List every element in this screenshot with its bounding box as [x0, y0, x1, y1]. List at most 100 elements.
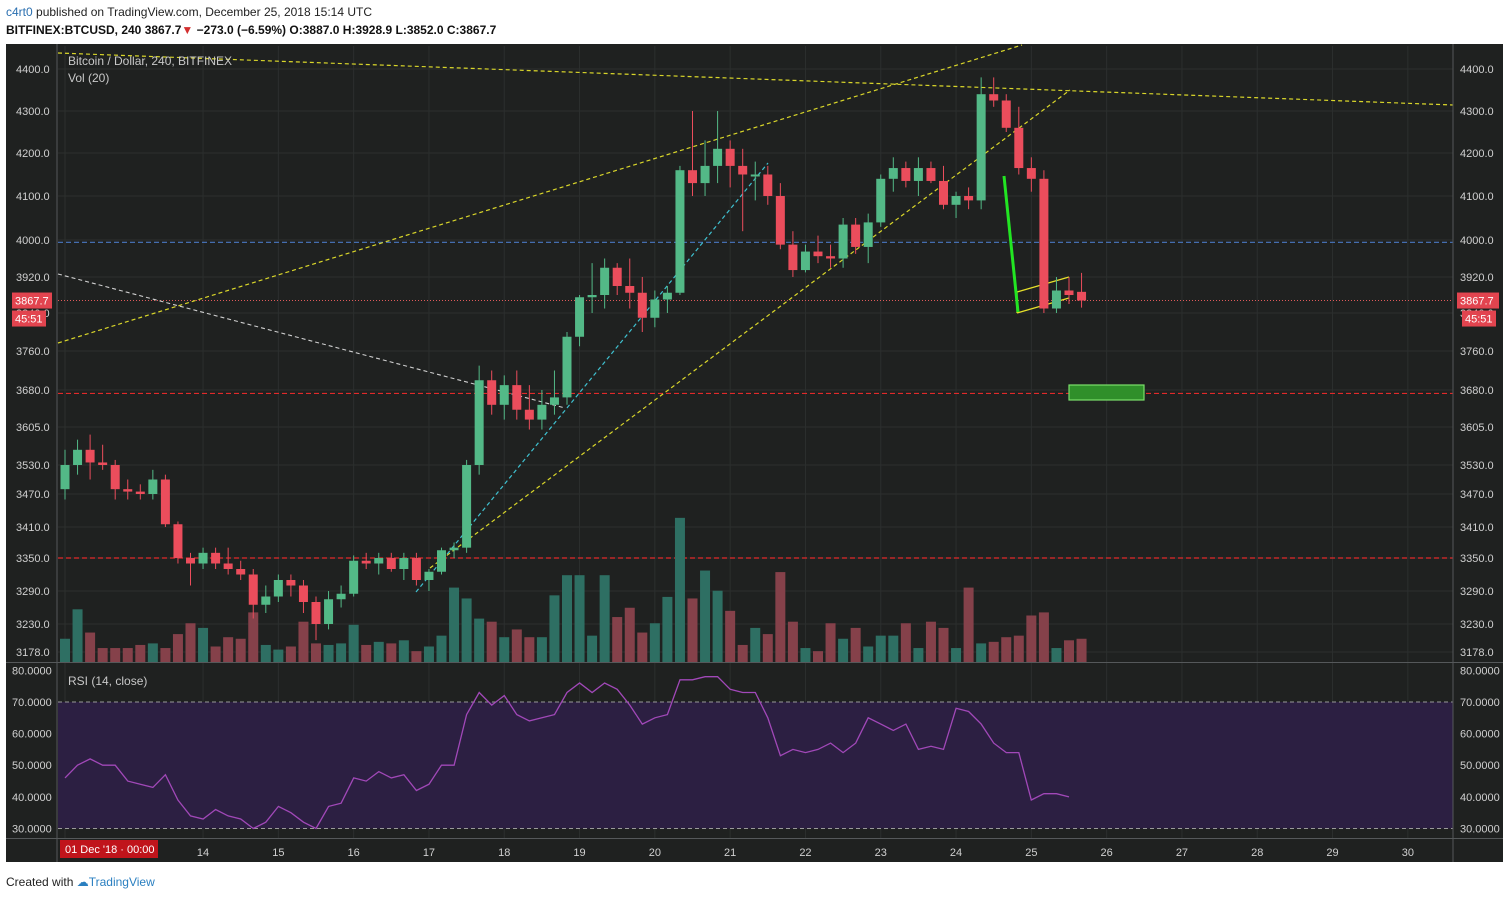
candle-body[interactable]	[361, 560, 371, 564]
candle-body[interactable]	[826, 256, 836, 259]
candle-body[interactable]	[286, 580, 296, 586]
candle-body[interactable]	[650, 299, 660, 318]
candle-body[interactable]	[537, 404, 547, 420]
author-link[interactable]: c4rt0	[6, 5, 33, 19]
candle-body[interactable]	[60, 465, 70, 490]
candle-body[interactable]	[437, 550, 446, 572]
candle-body[interactable]	[976, 94, 986, 201]
candle-body[interactable]	[713, 148, 723, 166]
candle-body[interactable]	[888, 168, 898, 179]
candle-body[interactable]	[901, 168, 911, 181]
candle-body[interactable]	[738, 165, 748, 175]
candle-body[interactable]	[512, 385, 522, 410]
candle-body[interactable]	[98, 462, 108, 465]
candle-body[interactable]	[863, 222, 873, 247]
candle-body[interactable]	[374, 558, 384, 564]
trend-line-top-falling[interactable]	[57, 52, 1454, 106]
volume-bar	[336, 643, 347, 662]
candle-body[interactable]	[236, 569, 246, 575]
candle-body[interactable]	[587, 295, 597, 298]
volume-bar	[524, 637, 535, 662]
candle-body[interactable]	[675, 170, 685, 293]
candle-body[interactable]	[73, 449, 83, 465]
candle-body[interactable]	[399, 558, 409, 569]
candle-body[interactable]	[311, 602, 321, 624]
candle-body[interactable]	[612, 267, 622, 286]
candle-body[interactable]	[474, 380, 484, 465]
candle-body[interactable]	[524, 409, 534, 420]
candle-body[interactable]	[1026, 168, 1036, 179]
candle-body[interactable]	[336, 593, 346, 600]
candle-body[interactable]	[788, 244, 798, 271]
candle-body[interactable]	[148, 479, 158, 495]
candle-body[interactable]	[1064, 290, 1074, 296]
candle-body[interactable]	[135, 491, 145, 494]
candle-body[interactable]	[487, 380, 497, 405]
candle-body[interactable]	[813, 251, 823, 257]
candle-body[interactable]	[1001, 100, 1011, 128]
candle-body[interactable]	[913, 168, 923, 181]
candle-body[interactable]	[763, 174, 773, 197]
candle-body[interactable]	[449, 547, 459, 551]
candle-body[interactable]	[876, 178, 886, 223]
candle-body[interactable]	[625, 286, 635, 293]
candle-body[interactable]	[424, 571, 434, 580]
rsi-line[interactable]	[64, 676, 1070, 830]
candle-body[interactable]	[248, 574, 258, 605]
candle-body[interactable]	[462, 465, 472, 548]
price-tick-left: 3350.0	[16, 553, 50, 565]
candle-body[interactable]	[1039, 178, 1049, 309]
candle-body[interactable]	[85, 449, 95, 463]
candle-body[interactable]	[549, 397, 559, 405]
time-tick-label: 25	[1025, 847, 1037, 859]
candle-body[interactable]	[637, 292, 647, 318]
tradingview-brand-link[interactable]: TradingView	[88, 875, 155, 889]
candle-body[interactable]	[198, 552, 208, 564]
candle-body[interactable]	[662, 292, 672, 300]
candle-body[interactable]	[123, 489, 133, 492]
trend-line-cyan[interactable]	[415, 162, 769, 593]
candle-body[interactable]	[939, 180, 948, 205]
candle-body[interactable]	[800, 251, 810, 271]
candle-body[interactable]	[261, 596, 271, 605]
volume-bar	[700, 570, 711, 662]
candle-body[interactable]	[750, 174, 760, 177]
candle-body[interactable]	[273, 580, 283, 597]
candle-body[interactable]	[838, 224, 848, 259]
flagpole-arrow[interactable]	[1002, 175, 1020, 313]
candle-body[interactable]	[575, 297, 585, 337]
trend-line-lower-rising[interactable]	[429, 89, 1071, 569]
candle-body[interactable]	[1014, 127, 1024, 169]
candle-body[interactable]	[223, 563, 233, 570]
candle-body[interactable]	[851, 224, 861, 247]
candle-body[interactable]	[1077, 291, 1087, 301]
candle-body[interactable]	[688, 170, 697, 184]
candle-body[interactable]	[324, 599, 334, 624]
candle-body[interactable]	[499, 385, 509, 405]
trend-line-upper-rising[interactable]	[57, 44, 1023, 344]
candle-body[interactable]	[775, 196, 785, 245]
candle-body[interactable]	[211, 552, 221, 564]
candle-body[interactable]	[386, 558, 396, 569]
candle-body[interactable]	[951, 196, 961, 205]
candle-body[interactable]	[160, 479, 170, 525]
candle-body[interactable]	[700, 165, 710, 184]
time-tick-label: 23	[875, 847, 887, 859]
candle-body[interactable]	[298, 585, 308, 603]
time-tick-label: 26	[1101, 847, 1113, 859]
candle-body[interactable]	[349, 560, 359, 594]
candle-body[interactable]	[562, 336, 572, 398]
candle-body[interactable]	[989, 94, 999, 101]
candle-body[interactable]	[110, 465, 120, 490]
candle-body[interactable]	[186, 558, 195, 564]
candle-body[interactable]	[926, 168, 936, 181]
candle-body[interactable]	[964, 196, 974, 201]
candle-body[interactable]	[1051, 290, 1061, 309]
target-box[interactable]	[1068, 384, 1145, 401]
candle-body[interactable]	[173, 524, 183, 558]
price-tick-right: 3530.0	[1460, 460, 1494, 472]
candle-body[interactable]	[725, 148, 735, 166]
candle-body[interactable]	[411, 558, 421, 580]
candle-body[interactable]	[600, 267, 610, 295]
